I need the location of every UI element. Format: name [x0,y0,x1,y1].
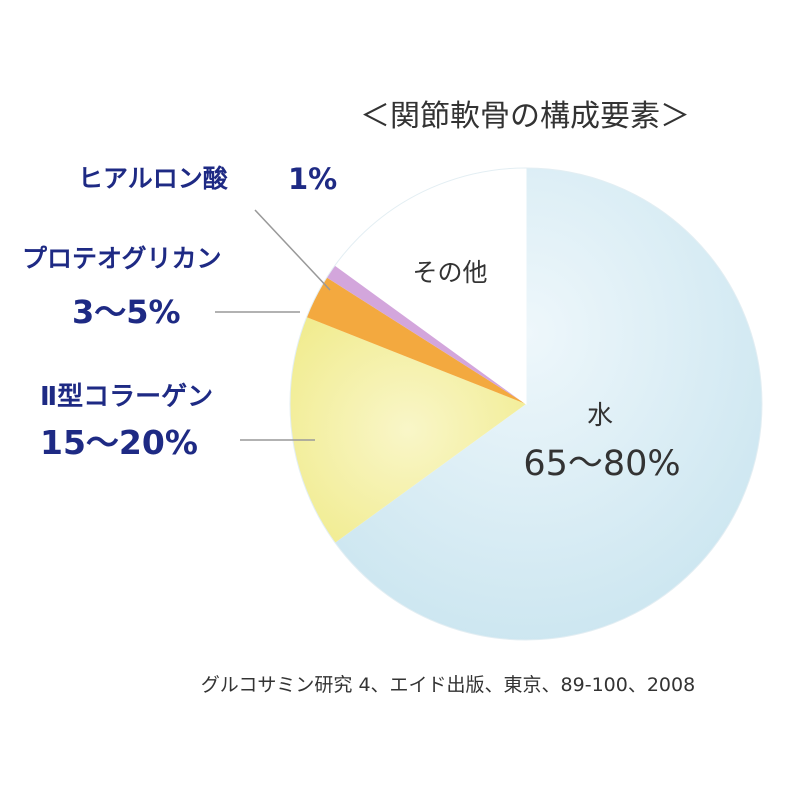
source-citation: グルコサミン研究 4、エイド出版、東京、89-100、2008 [201,674,695,696]
pie-slice-3 [326,265,526,404]
pie-slices [289,167,763,641]
label-water-name: 水 [587,401,613,431]
label-collagen-name: Ⅱ型コラーゲン [40,382,213,412]
pie-slice-0 [335,168,762,641]
pie-outline [289,167,763,641]
label-hyaluronic-name: ヒアルロン酸 [78,164,229,193]
label-water-value: 65～80% [523,444,680,484]
leader-line-hyaluronic [254,209,331,291]
label-proteoglycan-name: プロテオグリカン [22,244,222,273]
label-other-name: その他 [412,258,487,287]
label-collagen-value: 15～20% [40,423,198,462]
label-hyaluronic-value: 1% [288,162,337,196]
pie-slice-2 [306,277,526,404]
label-proteoglycan-value: 3～5% [72,293,181,331]
chart-title: ＜関節軟骨の構成要素＞ [360,99,690,134]
pie-slice-1 [290,317,526,543]
